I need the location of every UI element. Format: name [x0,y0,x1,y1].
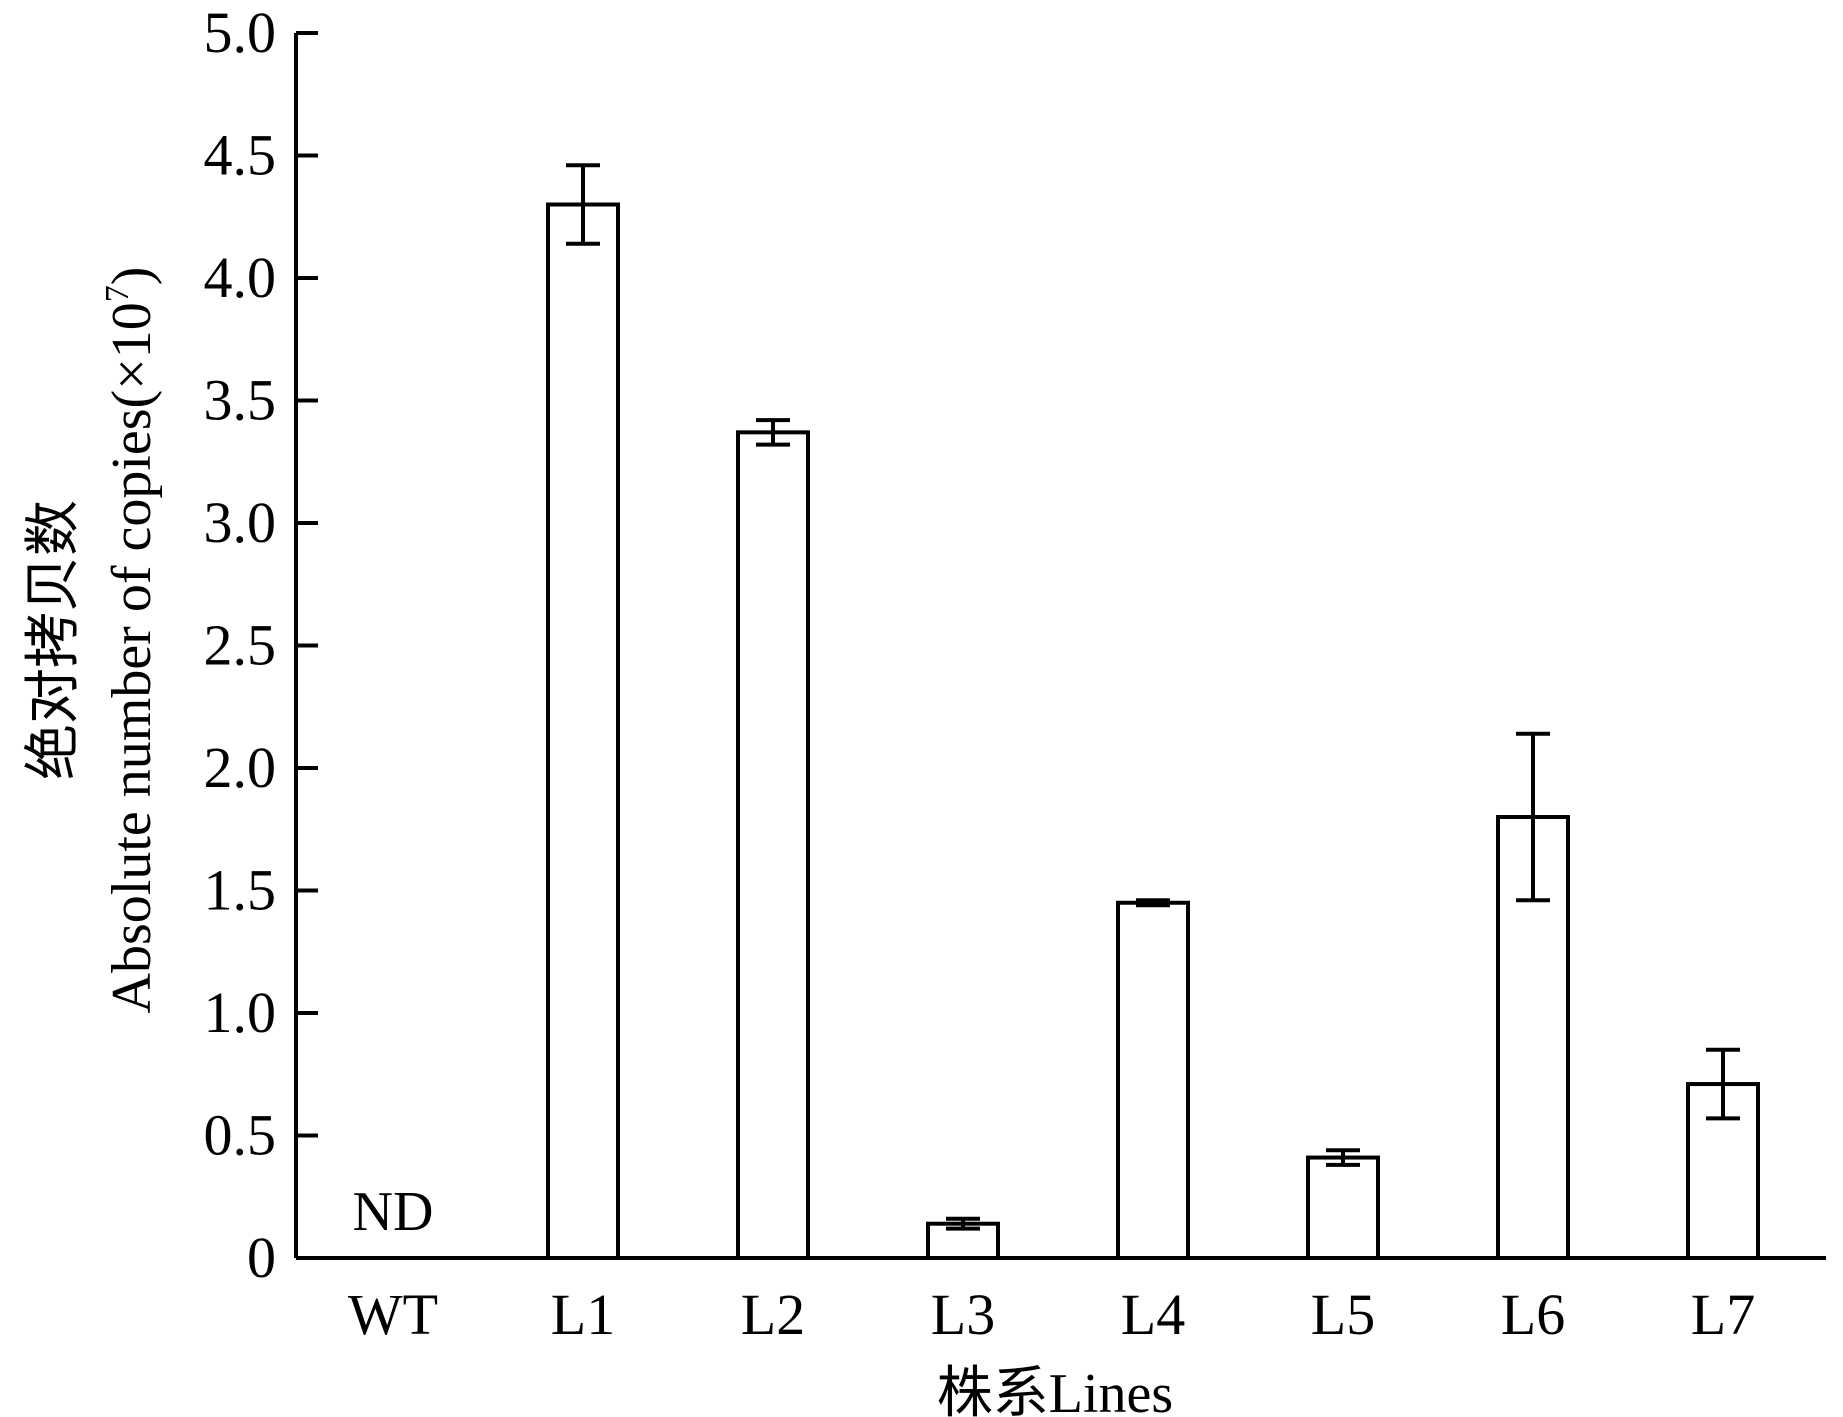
x-tick-label: WT [348,1282,438,1347]
x-tick-label: L6 [1501,1282,1565,1347]
bar [546,202,620,1260]
y-axis-title-line1: 绝对拷贝数 [23,500,85,780]
y-tick-label: 3.0 [204,490,277,555]
not-detected-label: ND [353,1181,434,1243]
x-tick-label: L7 [1691,1282,1755,1347]
y-tick-label: 4.5 [204,123,277,188]
y-axis-title-close: ) [101,267,163,286]
y-tick-label: 1.0 [204,980,277,1045]
y-axis-title-line2: Absolute number of copies(×107) [99,267,163,1014]
y-tick-label: 0 [247,1225,276,1290]
y-tick-label: 2.5 [204,613,277,678]
y-tick-label: 2.0 [204,735,277,800]
y-tick-label: 1.5 [204,858,277,923]
x-tick-label: L4 [1121,1282,1185,1347]
bar [1116,900,1190,1260]
y-tick-label: 4.0 [204,245,277,310]
y-tick-label: 5.0 [204,0,277,65]
y-axis-title-main: Absolute number of copies(×10 [101,302,163,1013]
bar [1306,1155,1380,1261]
x-tick-label: L2 [741,1282,805,1347]
y-tick-label: 3.5 [204,368,277,433]
x-tick-label: L5 [1311,1282,1375,1347]
x-tick-label: L3 [931,1282,995,1347]
y-axis: 0 0.5 1.0 1.5 2.0 2.5 3.0 3.5 4.0 4.5 5.0 [204,0,318,1290]
y-tick-label: 0.5 [204,1103,277,1168]
bar [736,430,810,1261]
bars: ND [353,163,1760,1261]
x-axis: WT L1 L2 L3 L4 L5 L6 L7 [296,1256,1826,1347]
x-tick-label: L1 [551,1282,615,1347]
y-axis-title-exponent: 7 [99,285,136,302]
x-axis-title: 株系Lines [937,1363,1173,1417]
